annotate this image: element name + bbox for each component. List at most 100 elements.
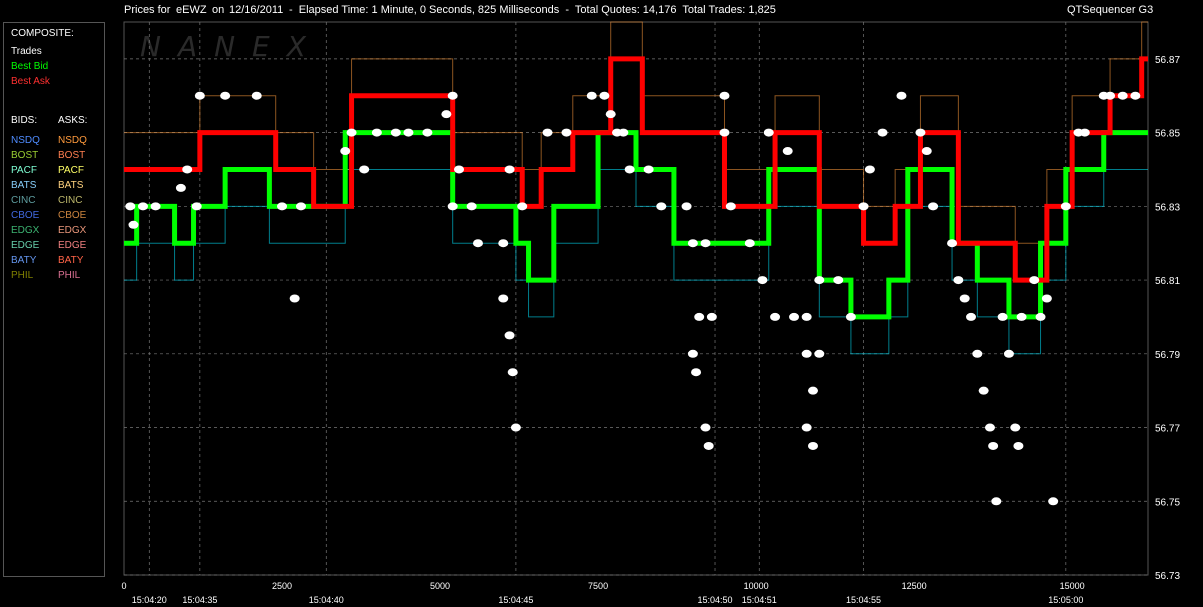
x-tick-label: 12500 <box>902 581 927 591</box>
trade-point <box>137 202 148 211</box>
trade-point <box>706 312 717 321</box>
trade-point <box>454 165 465 174</box>
trade-point <box>864 165 875 174</box>
trade-point <box>220 91 231 100</box>
trade-point <box>807 386 818 395</box>
trade-point <box>782 147 793 156</box>
chart-header: Prices for eEWZ on 12/16/2011 - Elapsed … <box>0 0 1203 20</box>
legend-asks-title: ASKS: <box>58 115 88 126</box>
trade-point <box>845 312 856 321</box>
trade-point <box>656 202 667 211</box>
trade-point <box>191 202 202 211</box>
trade-point <box>390 128 401 137</box>
trade-point <box>921 147 932 156</box>
trade-point <box>498 294 509 303</box>
time-tick-label: 15:04:45 <box>498 595 533 605</box>
trade-point <box>719 91 730 100</box>
trade-point <box>359 165 370 174</box>
trade-point <box>447 202 458 211</box>
time-tick-label: 15:04:55 <box>846 595 881 605</box>
header-symbol: eEWZ <box>176 4 207 16</box>
trade-point <box>801 349 812 358</box>
trade-point <box>1117 91 1128 100</box>
time-tick-label: 15:04:50 <box>697 595 732 605</box>
trade-point <box>182 165 193 174</box>
trade-point <box>703 441 714 450</box>
trade-point <box>447 91 458 100</box>
y-tick-label: 56.75 <box>1155 497 1180 508</box>
y-tick-label: 56.73 <box>1155 571 1180 582</box>
trade-point <box>997 312 1008 321</box>
trade-point <box>1060 202 1071 211</box>
trade-point <box>877 128 888 137</box>
trade-point <box>681 202 692 211</box>
legend-bid-baty: BATY <box>11 255 37 266</box>
trade-point <box>953 276 964 285</box>
trade-point <box>700 239 711 248</box>
legend-panel: COMPOSITE: Trades Best Bid Best Ask BIDS… <box>3 22 105 577</box>
legend-ask-edge: EDGE <box>58 240 87 251</box>
trade-point <box>504 165 515 174</box>
trade-point <box>991 497 1002 506</box>
legend-bids-title: BIDS: <box>11 115 38 126</box>
trade-point <box>466 202 477 211</box>
trade-point <box>599 91 610 100</box>
trade-point <box>928 202 939 211</box>
trade-point <box>422 128 433 137</box>
legend-ask-nsdq: NSDQ <box>58 135 87 146</box>
trade-point <box>403 128 414 137</box>
trade-point <box>858 202 869 211</box>
time-tick-label: 15:04:20 <box>132 595 167 605</box>
trade-point <box>959 294 970 303</box>
legend-ask-baty: BATY <box>58 255 84 266</box>
time-tick-label: 15:05:00 <box>1048 595 1083 605</box>
trade-point <box>542 128 553 137</box>
y-tick-label: 56.77 <box>1155 424 1180 435</box>
legend-ask-cboe: CBOE <box>58 210 87 221</box>
x-tick-label: 15000 <box>1060 581 1085 591</box>
trade-point <box>700 423 711 432</box>
trade-point <box>719 128 730 137</box>
legend-bid-cboe: CBOE <box>11 210 40 221</box>
legend-bid-nsdq: NSDQ <box>11 135 40 146</box>
app-name: QTSequencer G3 <box>1067 4 1154 16</box>
header-date: 12/16/2011 <box>229 4 284 16</box>
y-tick-label: 56.83 <box>1155 202 1180 213</box>
trade-point <box>289 294 300 303</box>
trade-point <box>896 91 907 100</box>
trade-point <box>807 441 818 450</box>
trade-point <box>1130 91 1141 100</box>
trade-point <box>1016 312 1027 321</box>
trade-point <box>833 276 844 285</box>
x-axis: 0 2500 5000 7500 10000 12500 15000 15:04:20 15:0… <box>121 581 1084 605</box>
trade-point <box>687 349 698 358</box>
best-bid-line <box>124 130 1148 320</box>
x-tick-label: 5000 <box>430 581 450 591</box>
plot-area <box>123 21 1149 576</box>
trade-point <box>1048 497 1059 506</box>
trade-point <box>586 91 597 100</box>
trade-point <box>128 220 139 229</box>
trade-point <box>504 331 515 340</box>
trade-point <box>441 110 452 119</box>
trade-point <box>251 91 262 100</box>
trade-point <box>498 239 509 248</box>
trade-point <box>814 276 825 285</box>
legend-best-bid: Best Bid <box>11 61 49 72</box>
x-tick-label: 2500 <box>272 581 292 591</box>
trade-point <box>1035 312 1046 321</box>
header-stats: - Elapsed Time: 1 Minute, 0 Seconds, 825… <box>289 4 776 16</box>
trade-point <box>725 202 736 211</box>
trade-point <box>1041 294 1052 303</box>
x-tick-label: 0 <box>121 581 126 591</box>
trade-point <box>801 423 812 432</box>
trade-point <box>1029 276 1040 285</box>
bid-depth-line <box>124 168 1148 355</box>
trade-point <box>1003 349 1014 358</box>
y-tick-label: 56.85 <box>1155 129 1180 140</box>
legend-ask-bats: BATS <box>58 180 84 191</box>
trade-point <box>605 110 616 119</box>
trade-point <box>125 202 136 211</box>
legend-bid-edgx: EDGX <box>11 225 40 236</box>
time-tick-label: 15:04:40 <box>309 595 344 605</box>
